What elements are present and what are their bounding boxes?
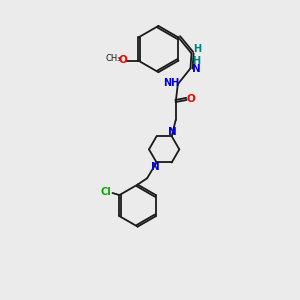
Text: O: O (118, 55, 127, 64)
Text: N: N (192, 64, 201, 74)
Text: H: H (192, 56, 200, 66)
Text: CH₃: CH₃ (105, 54, 121, 63)
Text: N: N (151, 162, 160, 172)
Text: Cl: Cl (101, 187, 112, 197)
Text: NH: NH (163, 78, 179, 88)
Text: H: H (193, 44, 201, 54)
Text: O: O (187, 94, 195, 104)
Text: N: N (168, 127, 177, 136)
